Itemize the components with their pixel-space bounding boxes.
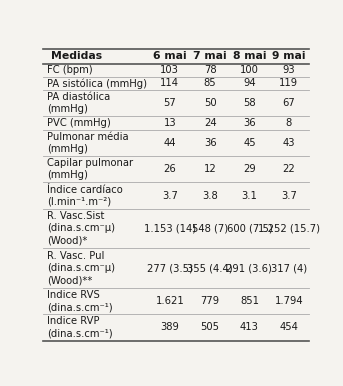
Text: 505: 505 [201,322,220,332]
Text: FC (bpm): FC (bpm) [47,65,93,75]
Text: 45: 45 [243,138,256,148]
Text: 50: 50 [204,98,216,108]
Text: Pulmonar média
(mmHg): Pulmonar média (mmHg) [47,132,129,154]
Text: 548 (7): 548 (7) [192,223,228,234]
Text: 94: 94 [243,78,256,88]
Text: Capilar pulmonar
(mmHg): Capilar pulmonar (mmHg) [47,158,133,180]
Text: 13: 13 [164,118,176,128]
Text: PVC (mmHg): PVC (mmHg) [47,118,111,128]
Text: Indice RVS
(dina.s.cm⁻¹): Indice RVS (dina.s.cm⁻¹) [47,290,113,312]
Text: 44: 44 [164,138,176,148]
Text: 119: 119 [279,78,298,88]
Text: 6 mai: 6 mai [153,51,187,61]
Text: 454: 454 [280,322,298,332]
Text: 103: 103 [161,65,179,75]
Text: 389: 389 [161,322,179,332]
Text: 58: 58 [243,98,256,108]
Text: 36: 36 [243,118,256,128]
Text: 851: 851 [240,296,259,306]
Text: 29: 29 [243,164,256,174]
Text: 100: 100 [240,65,259,75]
Text: 3.7: 3.7 [281,191,297,201]
Text: 277 (3.5): 277 (3.5) [147,263,193,273]
Text: 43: 43 [283,138,295,148]
Text: 8: 8 [286,118,292,128]
Text: 36: 36 [204,138,216,148]
Text: 3.1: 3.1 [241,191,257,201]
Text: 3.8: 3.8 [202,191,218,201]
Text: 1.621: 1.621 [155,296,184,306]
Text: 1.794: 1.794 [275,296,303,306]
Text: 291 (3.6): 291 (3.6) [226,263,272,273]
Text: 67: 67 [283,98,295,108]
Text: 9 mai: 9 mai [272,51,306,61]
Text: 355 (4.4): 355 (4.4) [187,263,233,273]
Text: 317 (4): 317 (4) [271,263,307,273]
Text: 22: 22 [283,164,295,174]
Text: 78: 78 [204,65,216,75]
Text: 779: 779 [201,296,220,306]
Text: 1.252 (15.7): 1.252 (15.7) [258,223,320,234]
Text: 12: 12 [204,164,216,174]
Text: Indice RVP
(dina.s.cm⁻¹): Indice RVP (dina.s.cm⁻¹) [47,317,113,339]
Text: PA sistólica (mmHg): PA sistólica (mmHg) [47,78,147,89]
Text: 57: 57 [163,98,176,108]
Text: PA diastólica
(mmHg): PA diastólica (mmHg) [47,92,110,114]
Text: Medidas: Medidas [51,51,103,61]
Text: 600 (7.5): 600 (7.5) [226,223,272,234]
Text: 24: 24 [204,118,216,128]
Text: R. Vasc.Sist
(dina.s.cm⁻µ)
(Wood)*: R. Vasc.Sist (dina.s.cm⁻µ) (Wood)* [47,212,115,245]
Text: Índice cardíaco
(l.min⁻¹.m⁻²): Índice cardíaco (l.min⁻¹.m⁻²) [47,185,123,207]
Text: R. Vasc. Pul
(dina.s.cm⁻µ)
(Wood)**: R. Vasc. Pul (dina.s.cm⁻µ) (Wood)** [47,251,115,285]
Text: 7 mai: 7 mai [193,51,227,61]
Text: 1.153 (14): 1.153 (14) [144,223,196,234]
Text: 93: 93 [283,65,295,75]
Text: 85: 85 [204,78,216,88]
Text: 413: 413 [240,322,259,332]
Text: 26: 26 [163,164,176,174]
Text: 114: 114 [160,78,179,88]
Text: 3.7: 3.7 [162,191,178,201]
Text: 8 mai: 8 mai [233,51,266,61]
